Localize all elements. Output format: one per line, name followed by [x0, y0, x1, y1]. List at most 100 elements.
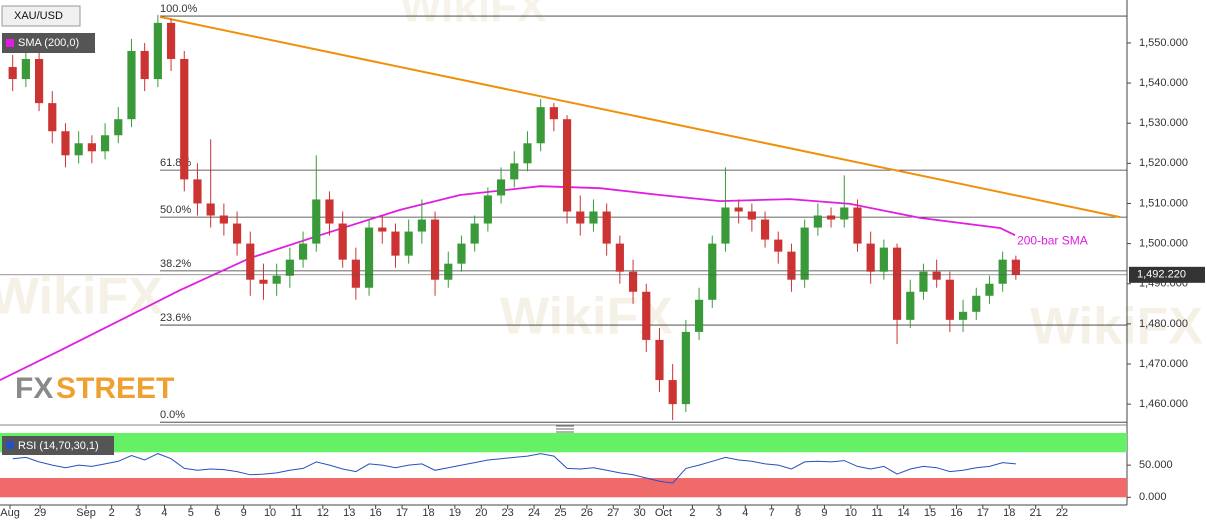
- rsi-band: [0, 478, 1127, 498]
- x-tick-label: Sep: [76, 507, 96, 519]
- candle-body: [853, 207, 862, 244]
- plot: 1,460.0001,470.0001,480.0001,490.0001,50…: [0, 3, 1205, 519]
- fib-label: 38.2%: [160, 258, 191, 270]
- candle-body: [800, 227, 809, 280]
- candle-body: [945, 279, 954, 320]
- candle-body: [74, 143, 83, 156]
- candle-body: [272, 275, 281, 284]
- candle-body: [747, 211, 756, 220]
- candle-body: [681, 331, 690, 405]
- candle-body: [813, 215, 822, 228]
- sma-annotation: 200-bar SMA: [1017, 233, 1088, 247]
- symbol-label: XAU/USD: [14, 10, 63, 22]
- candle-body: [774, 239, 783, 252]
- indicator-swatch: [6, 39, 14, 47]
- candle-body: [787, 251, 796, 280]
- candle-body: [61, 131, 70, 156]
- symbol-box: [1, 5, 81, 27]
- x-tick-label: 7: [769, 507, 775, 519]
- rsi-swatch: [6, 441, 14, 449]
- x-tick-label: 9: [241, 507, 247, 519]
- y-tick-label: 1,470.000: [1139, 358, 1188, 370]
- candle-body: [351, 259, 360, 288]
- rsi-box: [2, 436, 114, 455]
- candle-body: [48, 103, 57, 132]
- x-tick-label: 17: [396, 507, 408, 519]
- x-tick-label: 11: [291, 507, 302, 519]
- candle-body: [430, 219, 440, 280]
- x-tick-label: 26: [581, 507, 593, 519]
- candle-body: [364, 227, 374, 288]
- x-tick-label: 18: [422, 507, 434, 519]
- x-tick-label: 18: [1003, 507, 1015, 519]
- candle-body: [510, 163, 519, 180]
- candle-body: [998, 259, 1007, 284]
- x-tick-label: 9: [821, 507, 827, 519]
- candle-body: [734, 207, 743, 212]
- x-tick-label: 8: [795, 507, 801, 519]
- y-tick-label: 1,540.000: [1139, 77, 1188, 89]
- candle-body: [193, 179, 202, 204]
- candle-body: [694, 299, 704, 332]
- fib-label: 50.0%: [160, 204, 191, 216]
- candle-body: [153, 22, 162, 80]
- candle-body: [932, 271, 941, 280]
- candle-body: [721, 207, 730, 244]
- candle-body: [391, 231, 400, 256]
- candle-body: [483, 195, 492, 224]
- logo-fx: FX: [15, 372, 53, 405]
- candle-body: [312, 199, 321, 244]
- candle-body: [166, 22, 176, 59]
- y-tick-label: 1,510.000: [1139, 197, 1188, 209]
- candle-body: [985, 283, 994, 296]
- x-tick-label: 2: [689, 507, 695, 519]
- candle-body: [259, 279, 268, 284]
- last-price-box: [1129, 266, 1205, 283]
- candle-body: [34, 58, 44, 104]
- rsi-tick-label: 0.000: [1139, 491, 1167, 503]
- rsi-label: RSI (14,70,30,1): [18, 440, 99, 452]
- candle-body: [206, 203, 215, 216]
- candle-body: [457, 243, 466, 264]
- candle-body: [760, 219, 770, 240]
- x-tick-label: 14: [898, 507, 910, 519]
- candle-body: [879, 247, 888, 272]
- candle-body: [866, 243, 875, 272]
- candle-body: [628, 271, 638, 292]
- y-tick-label: 1,500.000: [1139, 238, 1188, 250]
- y-tick-label: 1,530.000: [1139, 117, 1188, 129]
- y-tick-label: 1,460.000: [1139, 398, 1188, 410]
- candle-body: [549, 107, 558, 120]
- candle-body: [668, 380, 677, 405]
- panel-handle: [556, 425, 574, 433]
- candle-body: [219, 215, 228, 224]
- candle-body: [100, 135, 110, 152]
- x-tick-label: 16: [370, 507, 382, 519]
- x-tick-label: 2: [109, 507, 115, 519]
- x-tick-label: 24: [528, 507, 540, 519]
- x-tick-label: 17: [977, 507, 989, 519]
- candle-body: [404, 231, 413, 256]
- rsi-band: [0, 433, 1127, 453]
- x-tick-label: 13: [343, 507, 355, 519]
- candle-body: [21, 58, 30, 80]
- trendline: [159, 15, 1121, 219]
- x-tick-label: Aug: [0, 507, 20, 519]
- candle-body: [325, 199, 334, 224]
- candle-body: [523, 143, 532, 164]
- candle-body: [298, 243, 308, 260]
- x-tick-label: 6: [214, 507, 220, 519]
- x-tick-label: 19: [449, 507, 461, 519]
- watermark: WikiFX: [0, 268, 163, 326]
- x-tick-label: Oct: [655, 507, 672, 519]
- candle-body: [140, 50, 149, 80]
- candle-body: [246, 243, 255, 280]
- candle-body: [642, 291, 651, 340]
- watermark: WikiFX: [1030, 298, 1203, 356]
- candle-body: [826, 215, 836, 220]
- indicator-label: SMA (200,0): [18, 37, 79, 49]
- last-price-label: 1,492.220: [1137, 269, 1186, 281]
- fib-label: 23.6%: [160, 312, 191, 324]
- x-tick-label: 10: [264, 507, 276, 519]
- candle-body: [708, 243, 717, 300]
